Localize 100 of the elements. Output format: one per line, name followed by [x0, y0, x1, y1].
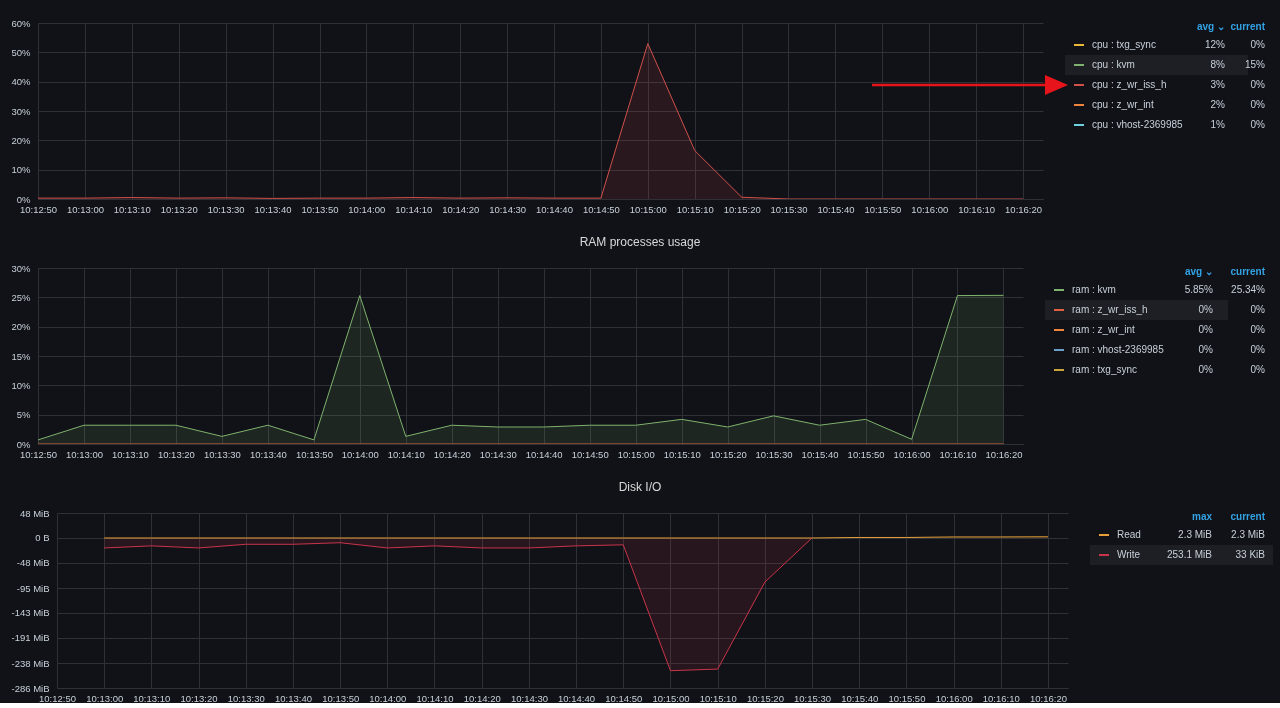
x-tick-label: 10:12:50	[20, 448, 57, 460]
x-tick-label: 10:14:10	[387, 448, 425, 460]
text: 1%	[1210, 119, 1226, 130]
text: 0%	[1250, 39, 1266, 50]
legend-label: cpu : kvm	[1092, 59, 1135, 70]
y-tick-label: 48 MiB	[19, 507, 50, 519]
text: 0%	[1198, 324, 1214, 335]
x-tick-label: 10:14:20	[442, 203, 480, 215]
x-tick-label: 10:14:20	[463, 692, 501, 704]
text: 0%	[1250, 364, 1266, 375]
x-tick-label: 10:15:10	[699, 692, 737, 704]
x-tick-label: 10:13:40	[254, 203, 292, 215]
x-tick-label: 10:14:30	[489, 203, 527, 215]
x-tick-label: 10:14:50	[571, 448, 609, 460]
text: 0%	[1250, 99, 1266, 110]
x-tick-label: 10:12:50	[39, 692, 76, 704]
x-tick-label: 10:13:00	[66, 448, 104, 460]
text: 0%	[1250, 119, 1266, 130]
x-tick-label: 10:15:00	[652, 692, 690, 704]
legend-label: ram : txg_sync	[1072, 364, 1138, 375]
y-tick-label: 15%	[11, 350, 32, 362]
y-tick-label: 40%	[11, 76, 32, 88]
text: 8%	[1210, 59, 1226, 70]
x-tick-label: 10:16:10	[939, 448, 977, 460]
x-tick-label: 10:13:20	[180, 692, 218, 704]
y-tick-label: 50%	[11, 46, 32, 58]
x-tick-label: 10:13:50	[301, 203, 339, 215]
y-tick-label: 20%	[11, 134, 32, 146]
y-tick-label: -191 MiB	[11, 632, 50, 644]
text: 2%	[1210, 99, 1226, 110]
y-tick-label: 0%	[16, 438, 32, 450]
y-tick-label: 10%	[11, 379, 32, 391]
text: 0%	[1250, 304, 1266, 315]
x-tick-label: 10:14:30	[510, 692, 548, 704]
legend-label: ram : kvm	[1072, 284, 1116, 295]
text: 3%	[1210, 79, 1226, 90]
x-tick-label: 10:15:40	[817, 203, 855, 215]
x-tick-label: 10:14:00	[341, 448, 379, 460]
y-tick-label: -238 MiB	[11, 657, 50, 669]
x-tick-label: 10:16:00	[911, 203, 949, 215]
y-tick-label: 25%	[11, 291, 32, 303]
text: 0%	[1250, 79, 1266, 90]
x-tick-label: 10:14:50	[582, 203, 620, 215]
x-tick-label: 10:16:10	[982, 692, 1020, 704]
x-tick-label: 10:13:30	[227, 692, 265, 704]
text: 15%	[1244, 59, 1266, 70]
x-tick-label: 10:14:10	[416, 692, 454, 704]
legend-label: Read	[1117, 529, 1141, 540]
text: 0%	[1198, 344, 1214, 355]
x-tick-label: 10:16:00	[893, 448, 931, 460]
x-tick-label: 10:13:30	[207, 203, 245, 215]
x-tick-label: 10:14:00	[348, 203, 386, 215]
x-tick-label: 10:16:20	[1005, 203, 1043, 215]
y-tick-label: 0 B	[35, 532, 50, 544]
y-tick-label: -48 MiB	[16, 557, 50, 569]
y-tick-label: 60%	[11, 17, 32, 29]
x-tick-label: 10:13:10	[113, 203, 151, 215]
x-tick-label: 10:13:00	[86, 692, 124, 704]
y-tick-label: 10%	[11, 164, 32, 176]
x-tick-label: 10:13:20	[160, 203, 198, 215]
x-tick-label: 10:14:20	[433, 448, 471, 460]
text: avg ⌄	[1196, 21, 1225, 32]
text: 253.1 MiB	[1166, 549, 1213, 560]
x-tick-label: 10:14:40	[558, 692, 595, 704]
text: current	[1230, 511, 1266, 522]
x-tick-label: 10:13:00	[66, 203, 104, 215]
x-tick-label: 10:15:40	[801, 448, 839, 460]
x-tick-label: 10:15:10	[676, 203, 714, 215]
x-tick-label: 10:13:50	[322, 692, 360, 704]
legend-label: Write	[1117, 549, 1141, 560]
text: avg ⌄	[1184, 266, 1213, 277]
x-tick-label: 10:13:50	[295, 448, 333, 460]
y-tick-label: -286 MiB	[11, 682, 50, 694]
x-tick-label: 10:14:00	[369, 692, 407, 704]
y-tick-label: -143 MiB	[11, 607, 50, 619]
x-tick-label: 10:15:50	[888, 692, 926, 704]
x-tick-label: 10:15:10	[663, 448, 701, 460]
x-tick-label: 10:13:40	[249, 448, 287, 460]
text: 2.3 MiB	[1231, 529, 1266, 540]
x-tick-label: 10:13:10	[133, 692, 171, 704]
x-tick-label: 10:15:00	[629, 203, 667, 215]
legend-label: cpu : z_wr_iss_h	[1092, 79, 1167, 90]
x-tick-label: 10:14:30	[479, 448, 517, 460]
x-tick-label: 10:14:40	[535, 203, 573, 215]
text: 33 KiB	[1235, 549, 1266, 560]
x-tick-label: 10:15:30	[793, 692, 831, 704]
x-tick-label: 10:15:50	[847, 448, 885, 460]
text: current	[1230, 266, 1266, 277]
x-tick-label: 10:13:40	[274, 692, 312, 704]
x-tick-label: 10:15:20	[709, 448, 747, 460]
x-tick-label: 10:15:20	[723, 203, 761, 215]
y-tick-label: -95 MiB	[16, 582, 50, 594]
x-tick-label: 10:16:20	[985, 448, 1023, 460]
x-tick-label: 10:14:10	[395, 203, 433, 215]
legend-label: cpu : z_wr_int	[1092, 99, 1154, 110]
x-tick-label: 10:15:30	[770, 203, 808, 215]
legend-label: cpu : vhost-2369985	[1092, 119, 1184, 130]
x-tick-label: 10:15:50	[864, 203, 902, 215]
text: 0%	[1250, 324, 1266, 335]
text: 0%	[1250, 344, 1266, 355]
